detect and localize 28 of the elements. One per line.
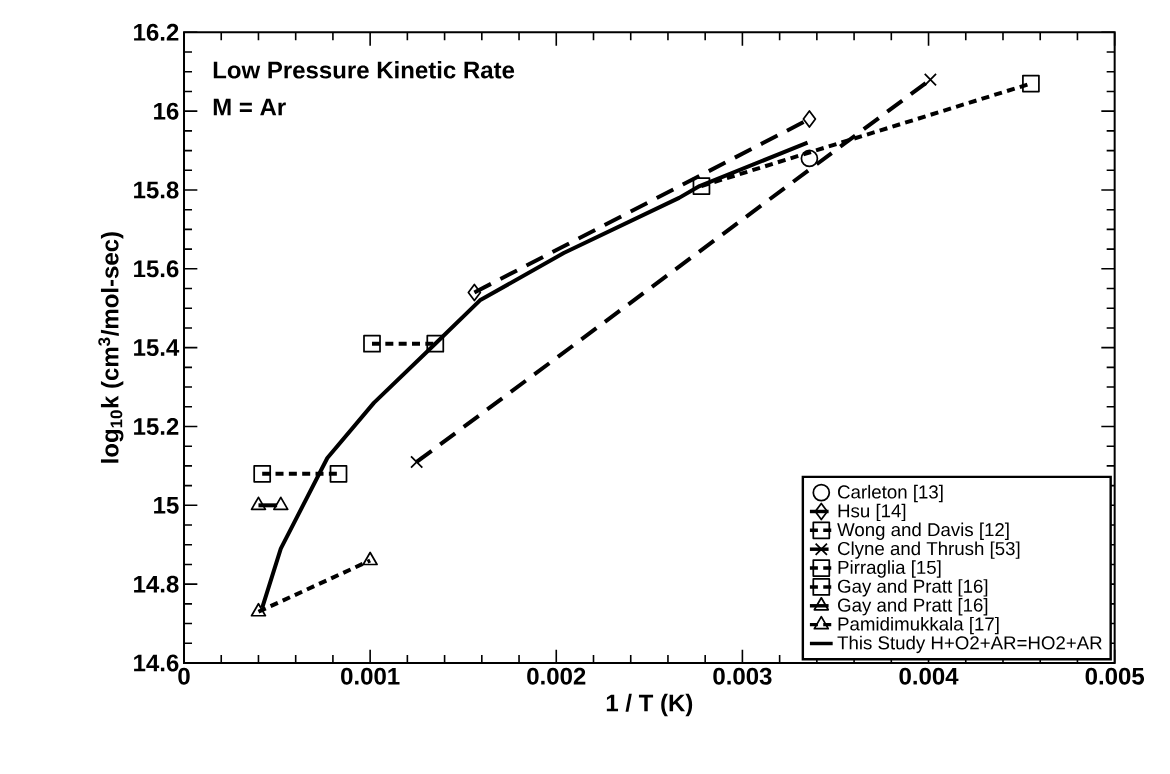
legend-label: Gay and Pratt [16] [838, 598, 988, 616]
legend-label: Carleton [13] [838, 484, 943, 503]
y-tick-label: 15.2 [134, 417, 179, 435]
legend-label: Clyne and Thrush [53] [838, 541, 1020, 559]
annotation: Low Pressure Kinetic Rate [213, 60, 515, 79]
y-tick-label: 15.8 [134, 181, 179, 199]
annotation: M = Ar [213, 98, 286, 116]
y-tick-label: 15.6 [134, 260, 179, 278]
y-tick-label: 16 [154, 102, 179, 120]
legend-label: Hsu [14] [838, 503, 906, 522]
x-tick-label: 0.004 [899, 667, 959, 685]
y-tick-label: 14.6 [134, 654, 179, 672]
y-tick-label: 14.8 [134, 575, 179, 593]
y-tick-label: 15.4 [134, 339, 180, 357]
x-tick-label: 0.003 [713, 667, 772, 685]
x-tick-label: 0 [178, 667, 190, 685]
y-axis-title: log$_{10}$k (cm$^{3}$/mol-sec) [98, 232, 124, 463]
legend-label: Pirraglia [15] [838, 560, 941, 578]
legend-label: Pamidimukkala [17] [838, 616, 999, 635]
x-tick-label: 0.001 [341, 667, 400, 685]
x-axis-title: 1 / T (K) [606, 693, 693, 717]
y-tick-label: 16.2 [134, 23, 179, 41]
legend-label: Wong and Davis [12] [837, 522, 1009, 540]
x-tick-label: 0.005 [1085, 667, 1145, 685]
x-tick-label: 0.002 [527, 667, 586, 685]
legend-label: This Study H+O2+AR=HO2+AR [837, 635, 1102, 654]
legend-label: Gay and Pratt [16] [838, 579, 988, 597]
y-tick-label: 15 [154, 496, 179, 514]
